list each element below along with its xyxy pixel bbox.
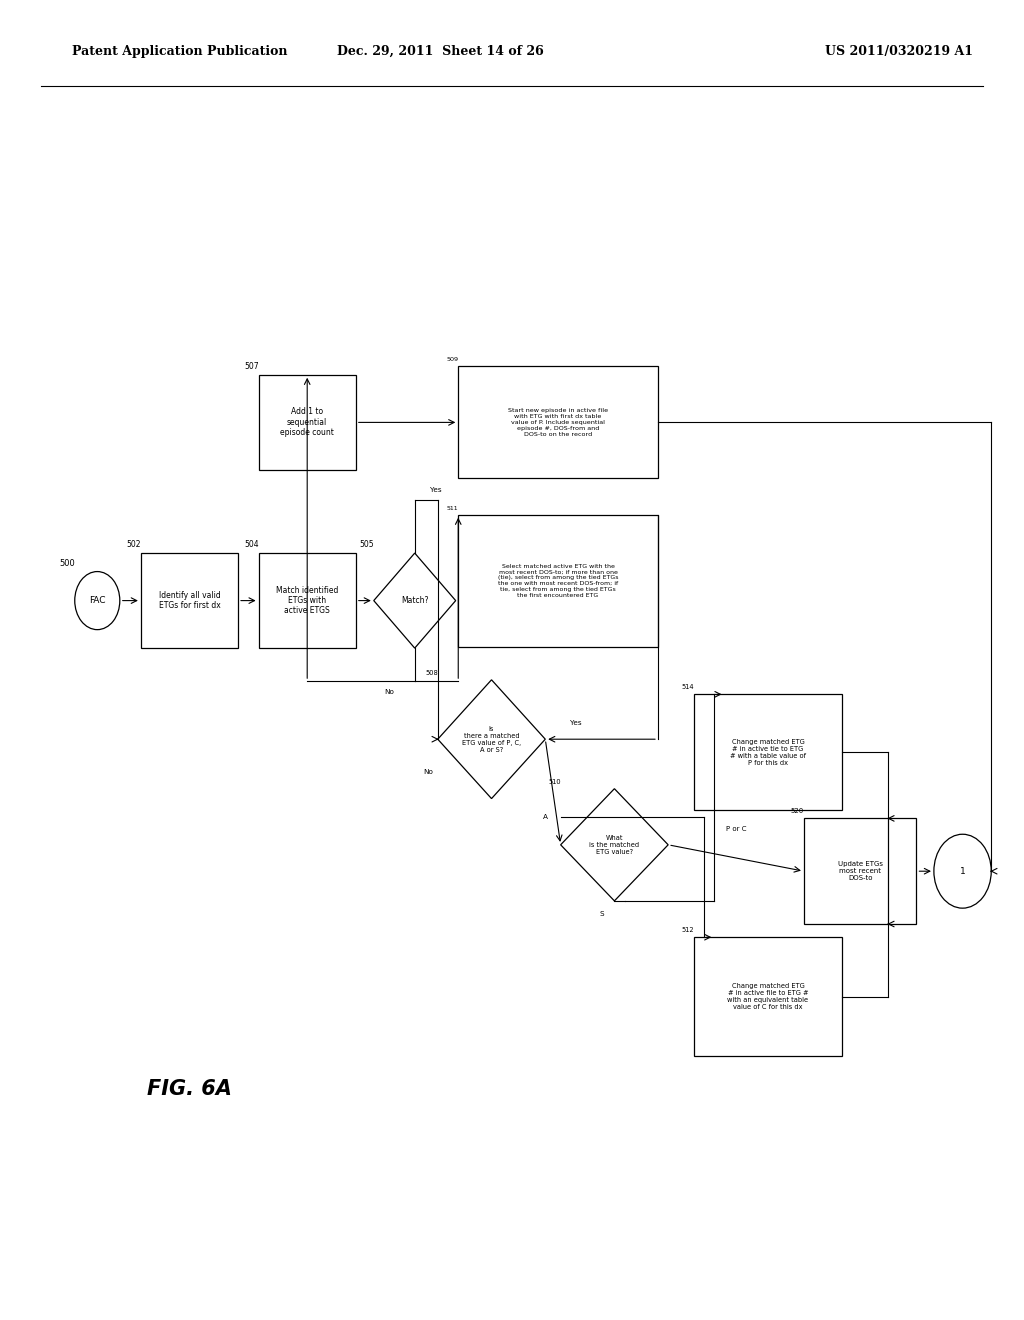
- Text: 510: 510: [548, 779, 561, 784]
- Text: S: S: [599, 911, 604, 917]
- Text: Dec. 29, 2011  Sheet 14 of 26: Dec. 29, 2011 Sheet 14 of 26: [337, 45, 544, 58]
- Text: Yes: Yes: [570, 721, 582, 726]
- Circle shape: [75, 572, 120, 630]
- FancyBboxPatch shape: [694, 694, 842, 810]
- Text: Start new episode in active file
with ETG with first dx table
value of P. Includ: Start new episode in active file with ET…: [508, 408, 608, 437]
- Text: 511: 511: [446, 506, 459, 511]
- Text: 508: 508: [425, 669, 438, 676]
- Text: Patent Application Publication: Patent Application Publication: [72, 45, 287, 58]
- Text: 512: 512: [681, 927, 694, 933]
- Text: 505: 505: [359, 540, 374, 549]
- Text: Is
there a matched
ETG value of P, C,
A or S?: Is there a matched ETG value of P, C, A …: [462, 726, 521, 752]
- Text: 514: 514: [681, 684, 694, 690]
- Text: Yes: Yes: [430, 487, 441, 492]
- FancyBboxPatch shape: [141, 553, 238, 648]
- Text: What
is the matched
ETG value?: What is the matched ETG value?: [590, 834, 639, 855]
- FancyBboxPatch shape: [258, 375, 356, 470]
- Text: FIG. 6A: FIG. 6A: [147, 1078, 231, 1100]
- Polygon shape: [374, 553, 456, 648]
- Text: Match?: Match?: [401, 597, 428, 605]
- Text: 500: 500: [59, 558, 75, 568]
- FancyBboxPatch shape: [804, 818, 916, 924]
- Polygon shape: [438, 680, 545, 799]
- FancyBboxPatch shape: [694, 937, 842, 1056]
- Text: Update ETGs
most recent
DOS-to: Update ETGs most recent DOS-to: [838, 861, 883, 882]
- Text: 1: 1: [959, 867, 966, 875]
- Text: 509: 509: [446, 358, 459, 362]
- Circle shape: [934, 834, 991, 908]
- Text: 520: 520: [791, 808, 804, 814]
- Text: FAC: FAC: [89, 597, 105, 605]
- FancyBboxPatch shape: [459, 366, 658, 478]
- Text: Identify all valid
ETGs for first dx: Identify all valid ETGs for first dx: [159, 591, 220, 610]
- Text: 504: 504: [244, 540, 258, 549]
- Text: US 2011/0320219 A1: US 2011/0320219 A1: [824, 45, 973, 58]
- Text: P or C: P or C: [726, 826, 746, 832]
- Text: No: No: [384, 689, 394, 694]
- Text: Select matched active ETG with the
most recent DOS-to; if more than one
(tie), s: Select matched active ETG with the most …: [498, 564, 618, 598]
- Text: No: No: [423, 770, 432, 775]
- FancyBboxPatch shape: [258, 553, 356, 648]
- Text: A: A: [544, 813, 549, 820]
- Text: Change matched ETG
# in active file to ETG #
with an equivalent table
value of C: Change matched ETG # in active file to E…: [727, 983, 809, 1010]
- Text: 502: 502: [126, 540, 141, 549]
- Text: Change matched ETG
# in active tie to ETG
# with a table value of
P for this dx: Change matched ETG # in active tie to ET…: [730, 739, 806, 766]
- Text: Add 1 to
sequential
episode count: Add 1 to sequential episode count: [281, 408, 334, 437]
- Text: Match identified
ETGs with
active ETGS: Match identified ETGs with active ETGS: [276, 586, 338, 615]
- FancyBboxPatch shape: [459, 515, 658, 647]
- Text: 507: 507: [244, 362, 258, 371]
- Polygon shape: [561, 789, 668, 900]
